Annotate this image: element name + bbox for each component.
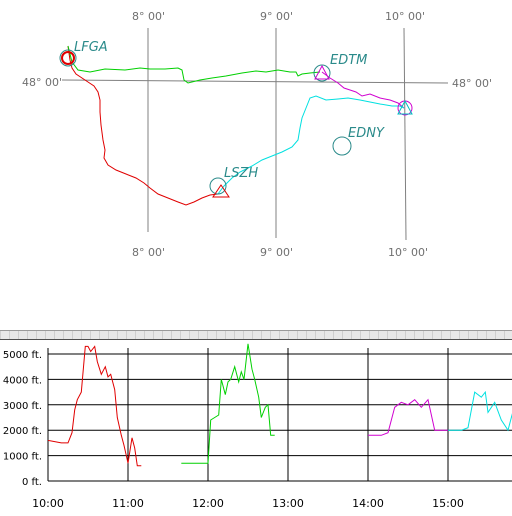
altitude-series-1 [181,343,275,464]
route-map-canvas: 8° 00' 9° 00' 10° 00' 8° 00' 9° 00' 10° … [22,10,492,259]
lat-label-right: 48° 00' [452,77,492,90]
airport-unlabeled-marker[interactable] [397,99,413,116]
route-map[interactable]: 8° 00' 9° 00' 10° 00' 8° 00' 9° 00' 10° … [0,0,512,330]
splitter-grip [0,331,512,339]
airport-lfga-label: LFGA [74,40,108,55]
airport-edtm-label: EDTM [330,53,367,68]
pane-splitter[interactable] [0,330,512,340]
alt-y-tick-label: 2000 ft. [3,426,42,437]
altitude-series-0 [47,345,142,467]
altitude-chart: 0 ft. 1000 ft. 2000 ft. 3000 ft. 4000 ft. 500… [0,340,512,512]
alt-x-tick-label: 15:00 [432,497,464,510]
lat-label-left: 48° 00' [22,76,62,89]
alt-y-tick-label: 0 ft. [22,477,42,488]
airport-lszh-marker[interactable] [209,177,230,198]
airport-lszh-label: LSZH [224,166,258,181]
lon-label-top-9: 9° 00' [260,10,293,23]
alt-x-tick-label: 12:00 [192,497,224,510]
altitude-series-3 [448,390,512,432]
altitude-series-2 [368,398,448,436]
alt-x-tick-label: 14:00 [352,497,384,510]
lon-label-bottom-9: 9° 00' [260,246,293,259]
track-magenta [321,71,405,109]
alt-x-tick-label: 13:00 [272,497,304,510]
lon-label-top-10: 10° 00' [385,10,425,23]
lon-label-bottom-8: 8° 00' [132,246,165,259]
lon-label-bottom-10: 10° 00' [388,246,428,259]
alt-y-tick-label: 4000 ft. [3,375,42,386]
track-red [67,45,219,206]
altitude-chart-canvas: 0 ft. 1000 ft. 2000 ft. 3000 ft. 4000 ft. 500… [3,343,512,510]
parallel-48 [61,79,449,84]
airport-edny-marker[interactable] [332,136,352,156]
airport-lfga-marker[interactable] [59,49,77,67]
alt-x-tick-label: 11:00 [112,497,144,510]
alt-x-tick-label: 10:00 [32,497,64,510]
track-cyan [217,95,405,195]
track-green [67,45,321,84]
alt-y-tick-label: 5000 ft. [3,350,42,361]
airport-edny-label: EDNY [348,126,385,141]
lon-label-top-8: 8° 00' [132,10,165,23]
alt-y-tick-label: 3000 ft. [3,401,42,412]
alt-y-tick-label: 1000 ft. [3,452,42,463]
meridian-10 [403,27,407,241]
airport-edtm-marker[interactable] [313,64,331,82]
